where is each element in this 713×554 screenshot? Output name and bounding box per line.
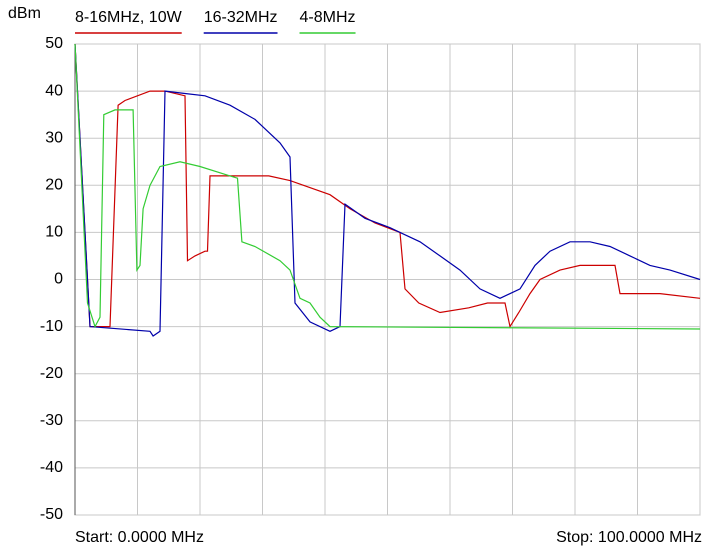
y-tick-label: -20 bbox=[40, 365, 63, 382]
y-tick-label: 10 bbox=[45, 224, 63, 241]
y-tick-label: -50 bbox=[40, 506, 63, 523]
series-line bbox=[74, 43, 701, 330]
y-tick-label: -30 bbox=[40, 412, 63, 429]
series-line bbox=[74, 43, 701, 337]
y-tick-label: 50 bbox=[45, 35, 63, 52]
y-tick-label: -10 bbox=[40, 318, 63, 335]
legend-label: 8-16MHz, 10W bbox=[75, 9, 183, 26]
x-tick-label: Start: 0.0000 MHz bbox=[75, 529, 204, 546]
legend-label: 4-8MHz bbox=[300, 9, 356, 26]
y-tick-label: 20 bbox=[45, 177, 63, 194]
y-tick-label: 30 bbox=[45, 129, 63, 146]
series-line bbox=[74, 43, 701, 329]
y-tick-label: 40 bbox=[45, 82, 63, 99]
x-tick-label: Stop: 100.0000 MHz bbox=[556, 529, 702, 546]
y-tick-label: -40 bbox=[40, 459, 63, 476]
y-axis-label: dBm bbox=[8, 5, 41, 22]
y-tick-label: 0 bbox=[54, 271, 63, 288]
legend-label: 16-32MHz bbox=[204, 9, 278, 26]
